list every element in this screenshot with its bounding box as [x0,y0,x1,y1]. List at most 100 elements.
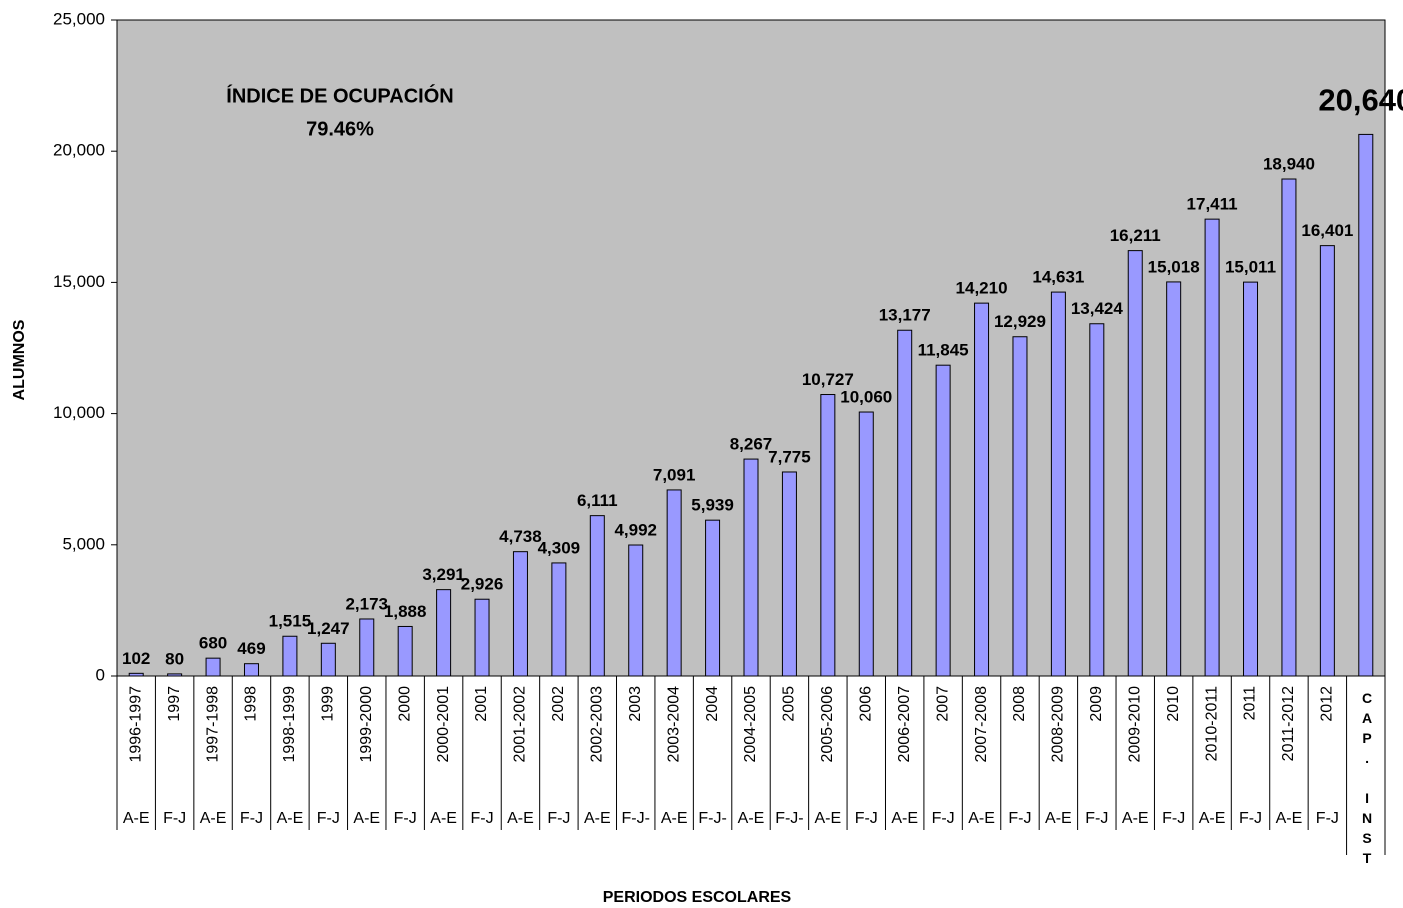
period-label: A-E [430,810,457,827]
bar [781,471,797,677]
x-tick-label: 1997-1998 [204,686,221,763]
data-label: 4,992 [614,520,657,539]
data-label: 80 [165,649,184,668]
bar [820,394,836,677]
data-label: 12,929 [994,312,1046,331]
bar [359,618,375,677]
bar [897,329,913,677]
x-tick-label: 2003-2004 [665,686,682,763]
data-label: 13,177 [879,306,931,325]
period-label: A-E [891,810,918,827]
x-tick-label: 2010-2011 [1203,686,1220,761]
x-tick-label: 2010 [1165,686,1182,722]
x-tick-label: 2009-2010 [1126,686,1143,763]
data-label: 2,926 [461,575,504,594]
y-axis-title: ALUMNOS [11,319,28,400]
x-tick-label: 2011-2012 [1280,686,1297,761]
period-label: F-J [470,810,493,827]
x-tick-label: 2007-2008 [973,686,990,763]
x-tick-label: 2011 [1242,686,1259,721]
period-label: A-E [738,810,765,827]
bar [589,515,605,677]
data-label: 7,091 [653,465,696,484]
x-tick-label: 2012 [1319,686,1336,722]
bar [935,364,951,677]
data-label: 680 [199,634,227,653]
period-label: F-J [1085,810,1108,827]
bar [397,625,413,677]
bar [1012,336,1028,677]
data-label: 1,515 [269,612,312,631]
data-label: 1,247 [307,619,350,638]
data-label: 1,888 [384,602,427,621]
annotation: 79.46% [306,118,374,140]
x-tick-label: 1998-1999 [281,686,298,763]
x-tick-label: 1999 [320,686,337,722]
period-label: A-E [353,810,380,827]
x-tick-label: 1997 [166,686,183,722]
bar [1127,250,1143,677]
x-tick-label: 2000 [396,686,413,722]
period-label: F-J [163,810,186,827]
period-label: A-E [507,810,534,827]
annotation: ÍNDICE DE OCUPACIÓN [226,83,453,107]
data-label: 10,060 [840,388,892,407]
x-tick-label: 1999-2000 [358,686,375,763]
bar [974,302,990,677]
period-label: F-J [1239,810,1262,827]
bar [551,562,567,677]
bar [628,544,644,677]
x-tick-label: 2004-2005 [742,686,759,763]
data-label: 8,267 [730,435,773,454]
y-tick-label: 20,000 [53,141,105,160]
period-label: F-J [1162,810,1185,827]
period-label: A-E [968,810,995,827]
data-label: 3,291 [422,565,465,584]
x-tick-label: 2008-2009 [1050,686,1067,763]
period-label: F-J [1316,810,1339,827]
data-label: 14,631 [1032,268,1084,287]
bar [858,411,874,677]
period-label: F-J- [622,810,650,827]
x-tick-label: 1998 [243,686,260,722]
period-label: F-J [240,810,263,827]
data-label: 11,845 [918,341,969,360]
x-tick-label: 1996-1997 [127,686,144,763]
bar [320,642,336,677]
x-tick-label: 2006 [857,686,874,722]
x-tick-label: 2009 [1088,686,1105,722]
bar [743,458,759,677]
period-label: A-E [1122,810,1149,827]
data-label: 469 [237,639,265,658]
period-label: F-J- [698,810,726,827]
x-tick-label: 2001-2002 [512,686,529,763]
bar [243,663,259,677]
period-label: F-J [855,810,878,827]
data-label: 4,738 [499,527,542,546]
data-label: 14,210 [956,279,1008,298]
x-tick-label: 2002 [550,686,567,722]
data-label: 13,424 [1071,299,1124,318]
data-label: 15,018 [1148,257,1200,276]
period-label: A-E [200,810,227,827]
data-label: 20,640 [1318,83,1403,118]
data-label: 16,211 [1110,226,1161,245]
x-tick-label: 2007 [934,686,951,722]
data-label: 18,940 [1263,154,1315,173]
x-tick-label: 2008 [1011,686,1028,722]
x-tick-label: 2003 [627,686,644,722]
period-label: A-E [661,810,688,827]
bar [512,551,528,677]
x-tick-label: 2005 [781,686,798,722]
bar [666,489,682,677]
x-tick-label: CAP. INST [1359,690,1375,870]
bar [474,598,490,677]
x-tick-label: 2005-2006 [819,686,836,763]
data-label: 5,939 [691,496,734,515]
bar [205,657,221,677]
bar [1089,323,1105,677]
data-label: 2,173 [345,594,388,613]
data-label: 102 [122,649,150,668]
y-tick-label: 25,000 [53,9,105,28]
